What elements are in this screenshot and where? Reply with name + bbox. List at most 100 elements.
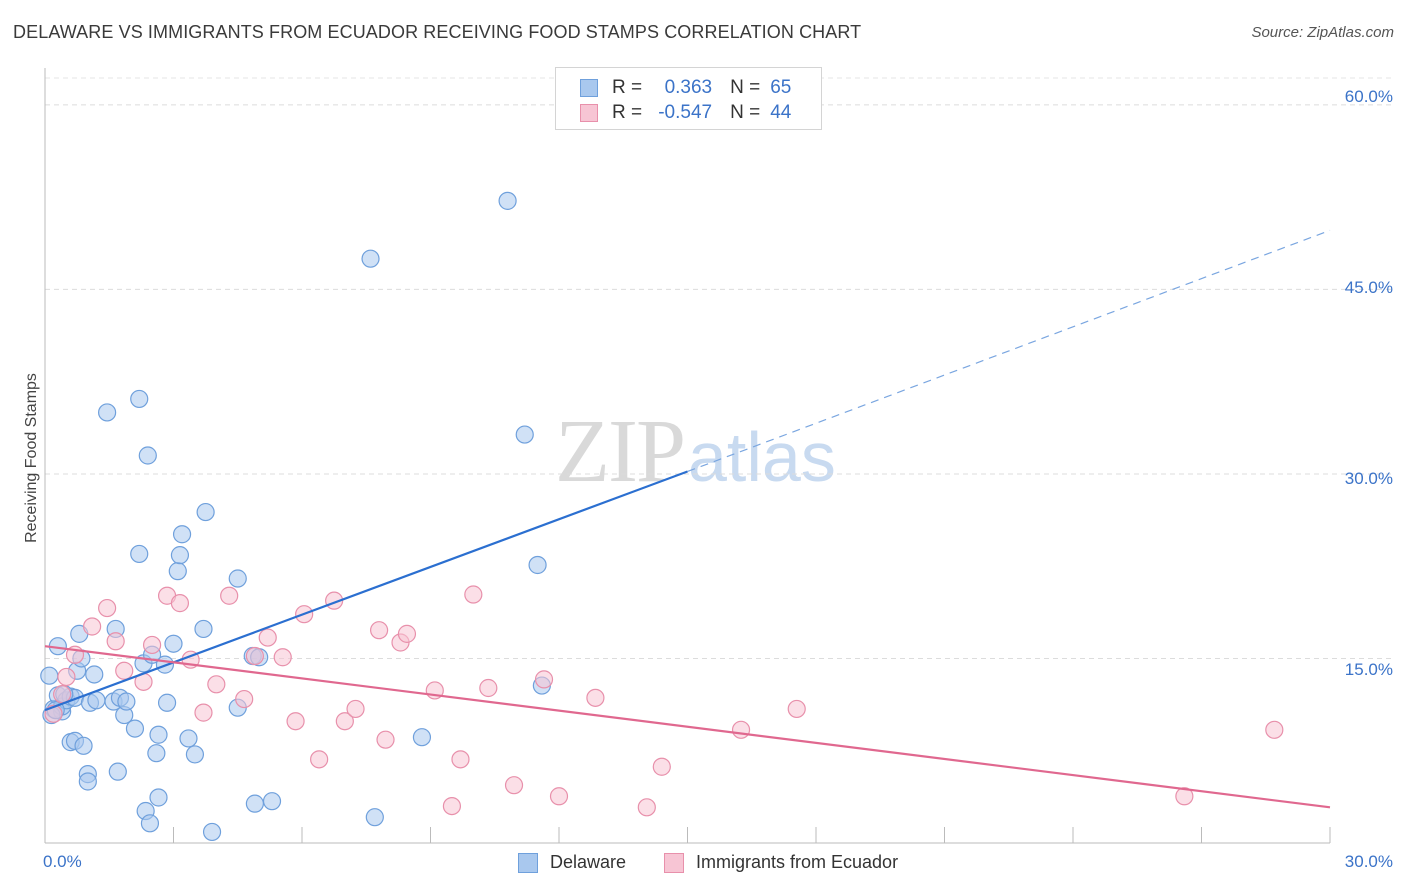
delaware-point [228,569,247,588]
series-legend: Delaware Immigrants from Ecuador [0,852,1406,878]
delaware-point [157,693,177,712]
watermark-atlas: atlas [688,418,836,496]
ecuador-point [586,688,605,707]
ecuador-point [1265,720,1284,739]
watermark: ZIPatlas [555,400,836,503]
ecuador-point [53,685,72,704]
ecuador-point [98,598,117,618]
ecuador-point [549,787,569,806]
x-tick-label: 0.0% [43,852,82,871]
y-tick-label: 15.0% [1344,660,1393,679]
ecuador-point [504,776,524,795]
series-legend-label: Immigrants from Ecuador [696,852,899,872]
legend-n-value: 44 [770,102,792,123]
y-tick-label: 45.0% [1344,278,1393,297]
ecuador-point [479,678,498,698]
delaware-point [172,525,192,544]
ecuador-point [106,632,125,651]
delaware-point [262,792,282,811]
ecuador-point [310,750,329,769]
y-tick-label: 30.0% [1344,469,1393,488]
delaware-point [130,389,149,409]
delaware-point [149,788,168,807]
delaware-point [245,794,264,813]
ecuador-point [83,617,102,636]
legend-n-value: 65 [770,77,792,98]
legend-row-delaware: R = 0.363 N = 65 [580,76,791,100]
ecuador-point [637,798,656,817]
legend-r-value: -0.547 [658,102,713,123]
ecuador-point [787,699,806,719]
delaware-point [164,634,183,653]
series-legend-label: Delaware [550,852,627,872]
ecuador-point [142,635,162,655]
delaware-point [117,692,136,711]
delaware-point [170,546,190,565]
ecuador-point [286,712,305,731]
ecuador-point [335,712,354,731]
ecuador-point [245,646,264,666]
series-legend-delaware[interactable]: Delaware [518,852,626,873]
ecuador-point [170,594,190,613]
ecuador-point [194,703,213,722]
delaware-point [365,808,384,827]
ecuador-point [273,648,292,667]
delaware-point [74,736,93,755]
ecuador-point [258,628,277,647]
delaware-point [498,191,517,210]
delaware-point [140,814,160,833]
ecuador-point [207,675,226,694]
legend-n-label: N = [730,102,761,123]
ecuador-point [376,730,395,749]
ecuador-point [115,661,134,680]
delaware-point [202,822,222,842]
delaware-point [147,744,166,763]
legend-r-value: 0.363 [664,77,713,98]
ecuador-point [534,670,554,689]
legend-r-label: R = [612,77,643,98]
delaware-trendline [44,470,688,712]
delaware-point [130,544,149,564]
delaware-point [138,446,157,465]
delaware-point [528,555,547,575]
delaware-point [194,619,213,639]
delaware-point [125,719,145,738]
legend-n-label: N = [730,77,761,98]
ecuador-point [370,621,389,640]
ecuador-point [442,796,462,816]
ecuador-point [397,624,417,643]
source-credit: Source: ZipAtlas.com [1251,24,1394,41]
delaware-point [412,728,432,747]
ecuador-point [220,586,239,605]
legend-swatch-delaware [580,79,598,97]
delaware-point [179,729,198,748]
ecuador-point [731,720,751,739]
chart-title: DELAWARE VS IMMIGRANTS FROM ECUADOR RECE… [13,22,862,42]
delaware-point [196,502,215,522]
ecuador-point [451,750,470,769]
delaware-point [515,425,534,444]
ecuador-trendline [44,645,1331,809]
delaware-point [361,249,380,268]
x-tick-label: 30.0% [1344,852,1393,871]
delaware-point [185,745,205,764]
ecuador-point [346,699,365,719]
series-legend-ecuador[interactable]: Immigrants from Ecuador [664,852,898,873]
ecuador-point [1175,787,1194,806]
delaware-trendline-extension [687,229,1331,473]
delaware-point [108,762,127,781]
ecuador-point [464,585,483,604]
delaware-point [168,562,187,581]
legend-row-ecuador: R = -0.547 N = 44 [580,101,791,125]
ecuador-point [57,667,76,687]
delaware-point [85,665,104,684]
ecuador-point [235,689,254,709]
legend-r-label: R = [612,102,643,123]
correlation-legend: R = 0.363 N = 65 R = -0.547 N = 44 [555,67,822,130]
series-swatch-ecuador [664,852,684,873]
legend-swatch-ecuador [580,104,598,122]
delaware-point [40,666,59,685]
delaware-point [78,772,97,791]
watermark-zip: ZIP [555,402,686,501]
